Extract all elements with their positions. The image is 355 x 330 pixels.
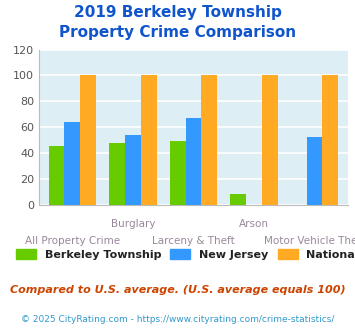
Text: Compared to U.S. average. (U.S. average equals 100): Compared to U.S. average. (U.S. average … (10, 285, 345, 295)
Bar (109, 143, 125, 205)
Bar (307, 137, 322, 205)
Legend: Berkeley Township, New Jersey, National: Berkeley Township, New Jersey, National (16, 249, 355, 260)
Bar (141, 75, 157, 205)
Bar (322, 75, 338, 205)
Bar (170, 141, 186, 205)
Text: Larceny & Theft: Larceny & Theft (152, 236, 235, 246)
Text: 2019 Berkeley Township: 2019 Berkeley Township (73, 5, 282, 20)
Bar (186, 118, 201, 205)
Bar (201, 75, 217, 205)
Text: Arson: Arson (239, 219, 269, 229)
Text: © 2025 CityRating.com - https://www.cityrating.com/crime-statistics/: © 2025 CityRating.com - https://www.city… (21, 315, 334, 324)
Bar (125, 135, 141, 205)
Text: Motor Vehicle Theft: Motor Vehicle Theft (264, 236, 355, 246)
Bar (80, 75, 96, 205)
Text: Property Crime Comparison: Property Crime Comparison (59, 25, 296, 40)
Text: All Property Crime: All Property Crime (25, 236, 120, 246)
Bar (65, 122, 80, 205)
Text: Burglary: Burglary (111, 219, 155, 229)
Bar (230, 194, 246, 205)
Bar (262, 75, 278, 205)
Bar (49, 147, 65, 205)
